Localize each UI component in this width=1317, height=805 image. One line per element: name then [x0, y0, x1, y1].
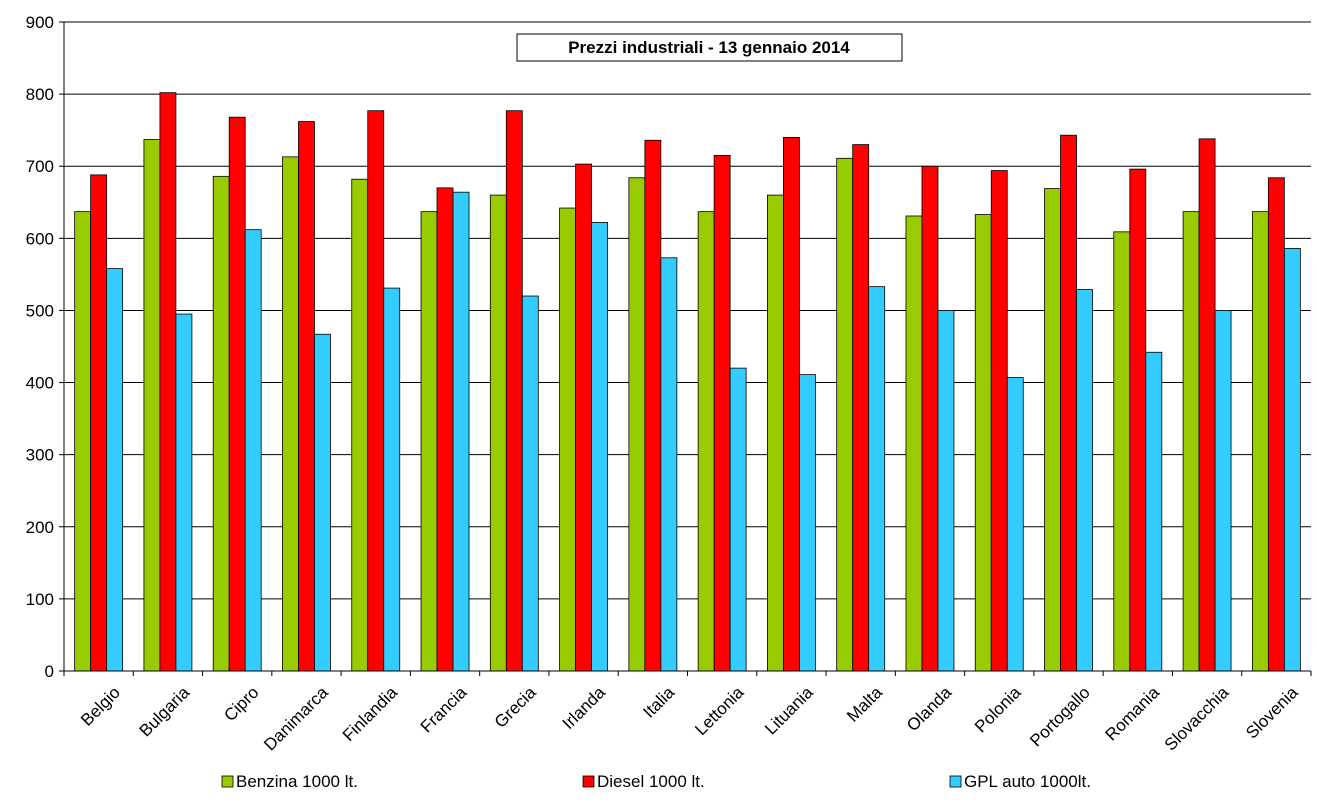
gridlines [64, 21, 1311, 600]
bar-irlanda-series-0 [559, 207, 576, 672]
bar-lituania-series-1 [783, 136, 800, 672]
bar-slovenia-series-0 [1251, 211, 1269, 672]
bar-grecia-series-0 [489, 194, 507, 672]
bar-italia-series-0 [628, 177, 646, 672]
bar-grecia-series-1 [505, 110, 523, 672]
bar-romania-series-1 [1129, 168, 1147, 672]
chart-title: Prezzi industriali - 13 gennaio 2014 [568, 38, 850, 57]
bar-finlandia-series-2 [383, 287, 401, 672]
x-tick-label: Portogallo [1026, 683, 1094, 751]
bar-italia-series-2 [660, 257, 678, 672]
bar-slovacchia-series-1 [1198, 138, 1216, 672]
bar-cipro-series-0 [212, 175, 230, 672]
bar-cipro-series-1 [228, 116, 246, 672]
x-tick-label: Italia [639, 683, 678, 722]
bar-polonia-series-0 [974, 214, 992, 672]
legend-swatch [949, 775, 962, 788]
y-tick-label: 600 [26, 229, 54, 248]
bar-cipro-series-2 [244, 229, 262, 672]
y-tick-label: 900 [26, 13, 54, 32]
legend: Benzina 1000 lt. Diesel 1000 lt. GPL auto … [221, 772, 1091, 791]
bar-slovenia-series-1 [1267, 177, 1285, 672]
bar-francia-series-2 [452, 191, 470, 672]
x-tick-label: Slovacchia [1161, 682, 1233, 754]
bar-danimarca-series-2 [314, 333, 331, 672]
bar-malta-series-0 [836, 157, 854, 672]
x-tick-label: Cipro [220, 683, 262, 725]
x-tick-label: Belgio [77, 683, 124, 730]
bar-irlanda-series-1 [575, 163, 592, 672]
bar-romania-series-2 [1145, 351, 1163, 672]
y-tick-labels: 0 100 200 300 400 500 600 700 800 900 [26, 13, 64, 681]
legend-swatch [582, 775, 595, 788]
bar-lettonia-series-0 [697, 211, 715, 672]
y-tick-label: 800 [26, 85, 54, 104]
bar-irlanda-series-2 [591, 222, 608, 672]
bar-malta-series-2 [868, 286, 886, 672]
bar-olanda-series-1 [921, 165, 939, 672]
bar-lituania-series-2 [799, 374, 816, 672]
axes [63, 22, 1312, 676]
y-tick-label: 400 [26, 374, 54, 393]
x-tick-label: Irlanda [559, 682, 610, 733]
bar-lettonia-series-1 [713, 155, 731, 672]
legend-label: Diesel 1000 lt. [597, 772, 705, 791]
x-tick-label: Olanda [903, 682, 956, 735]
x-tick-label: Francia [417, 682, 471, 736]
x-tick-label: Polonia [971, 682, 1025, 736]
bar-francia-series-1 [436, 187, 454, 672]
bar-slovacchia-series-2 [1214, 310, 1232, 672]
bar-italia-series-1 [644, 139, 662, 672]
y-tick-label: 100 [26, 590, 54, 609]
y-tick-label: 300 [26, 446, 54, 465]
legend-label: Benzina 1000 lt. [236, 772, 358, 791]
x-tick-label: Grecia [491, 682, 540, 731]
bar-finlandia-series-0 [351, 178, 369, 672]
bar-belgio-series-2 [106, 268, 124, 672]
bar-slovenia-series-2 [1283, 248, 1301, 672]
bar-polonia-series-1 [990, 170, 1008, 672]
bar-grecia-series-2 [521, 295, 539, 672]
bars [74, 92, 1301, 672]
y-tick-label: 200 [26, 518, 54, 537]
bar-danimarca-series-1 [298, 121, 315, 672]
chart-title-box: Prezzi industriali - 13 gennaio 2014 [516, 33, 903, 62]
bar-danimarca-series-0 [282, 156, 299, 672]
x-tick-label: Slovenia [1242, 682, 1302, 742]
bar-bulgaria-series-1 [159, 92, 177, 672]
y-tick-label: 700 [26, 157, 54, 176]
x-tick-label: Romania [1102, 683, 1164, 745]
bar-francia-series-0 [420, 211, 438, 672]
bar-bulgaria-series-0 [143, 139, 161, 672]
bar-portogallo-series-1 [1060, 134, 1077, 672]
bar-belgio-series-0 [74, 211, 92, 672]
bar-bulgaria-series-2 [175, 313, 193, 672]
bar-polonia-series-2 [1006, 377, 1024, 672]
x-tick-label: Lettonia [691, 682, 748, 739]
x-tick-label: Lituania [761, 683, 817, 739]
x-tick-label: Bulgaria [136, 682, 194, 740]
bar-romania-series-0 [1113, 231, 1131, 672]
bar-slovacchia-series-0 [1182, 211, 1200, 672]
x-tick-label: Finlandia [339, 683, 402, 746]
bar-olanda-series-0 [905, 215, 923, 672]
x-tick-label: Danimarca [260, 682, 332, 754]
bar-olanda-series-2 [937, 310, 955, 672]
y-tick-label: 0 [45, 662, 54, 681]
legend-label: GPL auto 1000lt. [964, 772, 1091, 791]
legend-swatch [221, 775, 234, 788]
bar-portogallo-series-0 [1044, 188, 1061, 672]
bar-lettonia-series-2 [729, 367, 747, 672]
bar-belgio-series-1 [90, 174, 108, 672]
bar-lituania-series-0 [767, 194, 784, 672]
x-tick-label: Malta [843, 682, 886, 725]
bar-portogallo-series-2 [1076, 289, 1093, 672]
y-tick-label: 500 [26, 301, 54, 320]
bar-malta-series-1 [852, 144, 870, 672]
bar-finlandia-series-1 [367, 110, 385, 672]
